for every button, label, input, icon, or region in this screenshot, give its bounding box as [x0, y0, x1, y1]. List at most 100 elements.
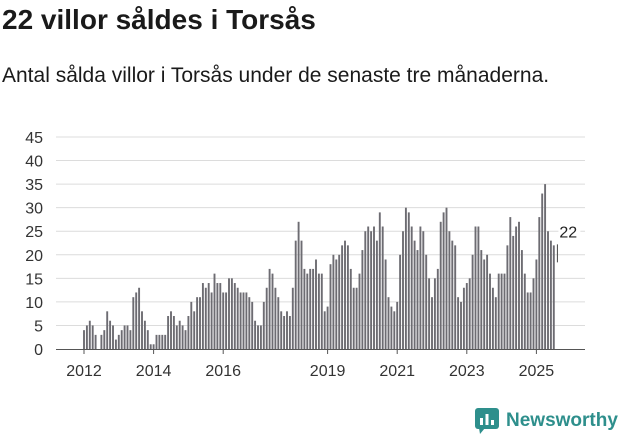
bar	[181, 325, 184, 349]
y-tick-label: 10	[25, 295, 43, 312]
bar	[489, 273, 491, 349]
bar	[384, 259, 387, 349]
bar	[303, 268, 306, 349]
x-tick-label: 2016	[205, 363, 241, 380]
bar	[523, 273, 526, 349]
bar	[393, 311, 396, 349]
bar	[399, 254, 402, 349]
bar	[491, 287, 494, 349]
chart-subtitle: Antal sålda villor i Torsås under de sen…	[2, 64, 550, 87]
bar	[207, 283, 210, 349]
bar	[544, 184, 547, 349]
bar	[172, 316, 175, 349]
bar	[494, 297, 497, 349]
annotations: 22	[556, 211, 581, 263]
bar	[518, 221, 520, 349]
bar	[370, 231, 373, 349]
bar	[280, 311, 283, 349]
bar	[132, 297, 135, 349]
bar	[233, 283, 236, 349]
bar	[500, 273, 503, 349]
bar	[439, 221, 442, 349]
bar	[199, 297, 201, 349]
bar	[535, 259, 538, 349]
bar	[387, 297, 390, 349]
bar	[143, 320, 146, 349]
bar	[332, 254, 335, 349]
bar	[112, 325, 114, 349]
bar	[320, 273, 323, 349]
bar	[326, 306, 329, 349]
bar	[402, 231, 404, 349]
bar	[515, 226, 518, 349]
bar	[117, 334, 120, 349]
bar	[135, 292, 138, 349]
bar	[222, 292, 225, 349]
newsworthy-chart-icon	[475, 408, 499, 434]
bar	[283, 316, 286, 349]
bar	[448, 231, 451, 349]
bar	[474, 226, 477, 349]
bar	[288, 316, 291, 349]
bar	[532, 278, 535, 349]
bar	[123, 325, 126, 349]
bar	[471, 254, 474, 349]
bar	[425, 254, 428, 349]
bar	[155, 334, 158, 349]
bar	[309, 268, 312, 349]
y-tick-label: 45	[25, 130, 43, 147]
bar	[85, 325, 88, 349]
bar	[358, 273, 361, 349]
bar	[109, 320, 112, 349]
bar	[344, 240, 346, 349]
bar	[468, 278, 471, 349]
bar	[442, 212, 445, 349]
bar	[187, 316, 190, 349]
x-tick-label: 2012	[66, 363, 102, 380]
x-tick-label: 2014	[136, 363, 172, 380]
y-tick-label: 15	[25, 271, 43, 288]
bar	[407, 212, 410, 349]
bar	[552, 245, 555, 349]
bar	[245, 292, 248, 349]
bar	[216, 283, 219, 349]
y-axis: 0 5 10 15 20 25 30 35 40 45	[25, 130, 43, 359]
bar	[477, 226, 480, 349]
x-tick-label: 2019	[310, 363, 346, 380]
y-tick-label: 30	[25, 201, 43, 218]
bar	[462, 287, 465, 349]
bar	[512, 235, 515, 349]
gridlines	[56, 136, 585, 326]
bar	[106, 311, 109, 349]
bar	[225, 292, 228, 349]
bar	[94, 334, 97, 349]
bar	[161, 334, 164, 349]
bar	[265, 287, 268, 349]
bar	[83, 330, 85, 349]
bar	[520, 250, 523, 349]
bar	[196, 297, 199, 349]
bar	[538, 217, 541, 349]
bar	[254, 320, 257, 349]
bar	[213, 273, 216, 349]
bar	[239, 292, 242, 349]
bar	[338, 254, 341, 349]
bar	[286, 311, 288, 349]
newsworthy-logo[interactable]: Newsworthy	[475, 405, 618, 437]
bar	[167, 316, 170, 349]
bar	[323, 311, 326, 349]
bar	[329, 264, 332, 349]
bar	[422, 231, 425, 349]
bar	[274, 287, 277, 349]
chart-title: 22 villor såldes i Torsås	[2, 4, 316, 35]
bar	[271, 273, 274, 349]
y-tick-label: 5	[34, 318, 43, 335]
x-axis: 2012 2014 2016 2019 2021 2023 2025	[56, 349, 585, 380]
bar	[242, 292, 245, 349]
bar	[170, 311, 172, 349]
bar	[184, 330, 187, 349]
bar	[431, 297, 433, 349]
bar	[378, 212, 381, 349]
bar	[454, 245, 457, 349]
